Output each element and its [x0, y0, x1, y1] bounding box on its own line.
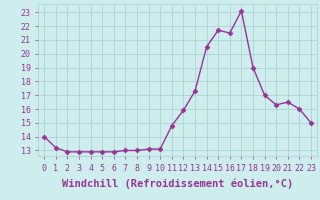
X-axis label: Windchill (Refroidissement éolien,°C): Windchill (Refroidissement éolien,°C)	[62, 178, 293, 189]
